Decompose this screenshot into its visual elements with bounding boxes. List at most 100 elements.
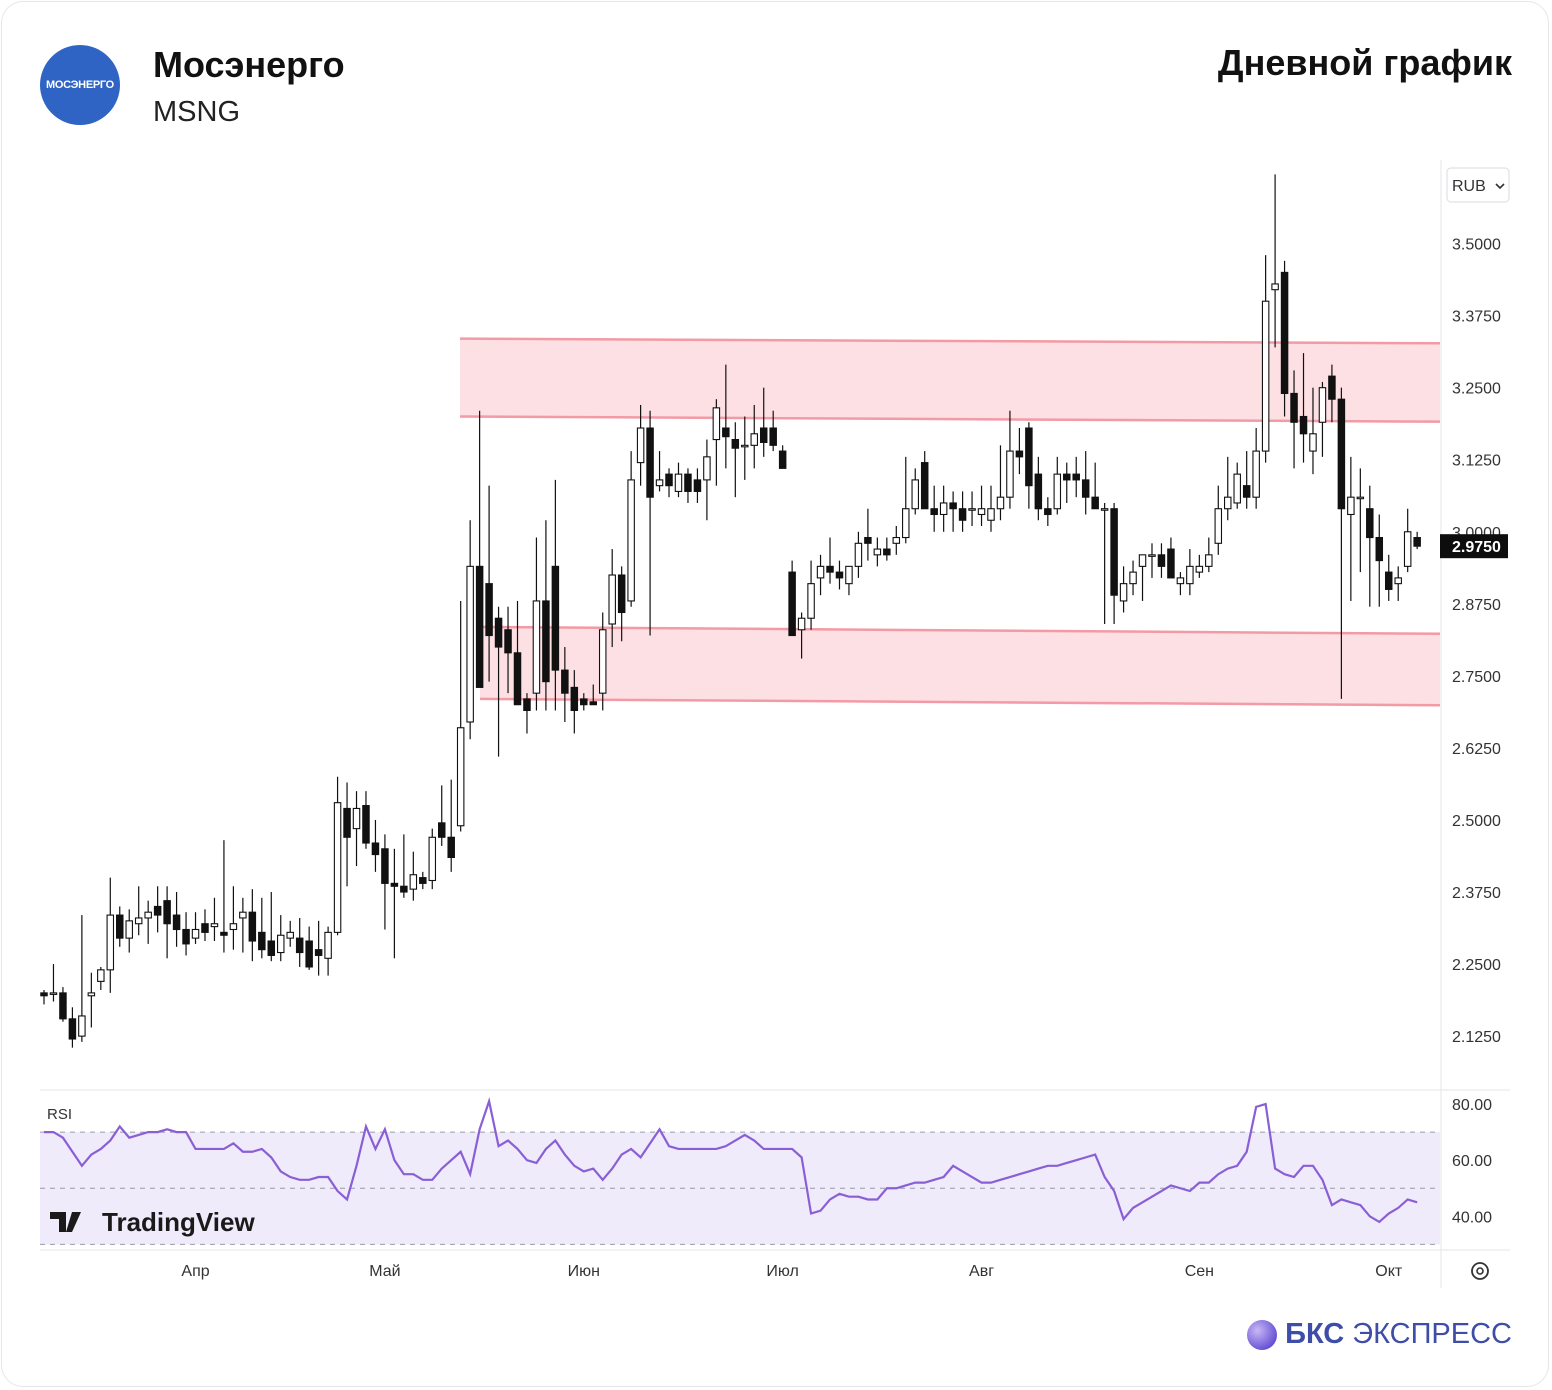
candle-body-down — [693, 479, 702, 492]
candle — [873, 537, 882, 567]
candle — [769, 410, 777, 452]
candle-body-up — [816, 565, 825, 579]
candle-body-up — [873, 548, 882, 556]
company-logo: МОСЭНЕРГО — [40, 45, 120, 125]
time-tick-label: Июн — [568, 1263, 600, 1280]
candle-body-up — [229, 923, 238, 931]
candle — [542, 520, 550, 711]
candle-body-up — [466, 565, 474, 723]
candle — [655, 451, 664, 492]
resistance-zone-top-line — [459, 337, 1441, 345]
currency-select[interactable]: RUB — [1446, 167, 1510, 203]
candle-body-down — [182, 928, 190, 945]
settings-gear-icon[interactable] — [1471, 1262, 1489, 1280]
candle — [182, 912, 190, 956]
candle-body-down — [248, 911, 257, 942]
candle-body-up — [456, 727, 465, 827]
candle-body-down — [1034, 473, 1043, 510]
candle-body-up — [1261, 300, 1270, 452]
candle-body-down — [1328, 375, 1336, 400]
candle-body-up — [1214, 508, 1223, 544]
candle-body-up — [1205, 554, 1213, 567]
candle-body-up — [333, 802, 342, 933]
candle — [494, 606, 503, 757]
candle — [97, 966, 105, 991]
candle — [684, 468, 692, 503]
candle-body-up — [409, 874, 418, 890]
candle-body-up — [1318, 387, 1327, 423]
rsi-tick-label: 60.00 — [1452, 1153, 1492, 1170]
candle — [674, 462, 683, 498]
candle — [1138, 554, 1147, 601]
logo-text: МОСЭНЕРГО — [46, 79, 114, 91]
candle-body-down — [1375, 536, 1384, 562]
candle — [466, 520, 474, 740]
candle — [352, 791, 361, 867]
candle — [949, 491, 957, 532]
candle — [1403, 508, 1412, 573]
candle — [1309, 387, 1317, 475]
candle-body-up — [703, 456, 711, 481]
candle-body-down — [371, 842, 380, 856]
candle-body-down — [475, 565, 484, 688]
candle — [636, 404, 645, 486]
candle — [1063, 462, 1071, 503]
candle-body-down — [153, 905, 162, 916]
candle-body-down — [1072, 473, 1080, 481]
candle-body-up — [627, 479, 635, 602]
candle-body-up — [1006, 450, 1014, 498]
candle-body-up — [1195, 565, 1204, 573]
candle — [78, 915, 86, 1042]
candle-body-up — [191, 928, 200, 939]
candle-body-up — [87, 992, 96, 997]
candle — [1413, 531, 1421, 550]
bks-orb-icon — [1247, 1319, 1278, 1350]
price-tick-label: 2.7500 — [1452, 669, 1501, 686]
candle — [598, 612, 607, 711]
candle — [172, 892, 181, 947]
candle-body-up — [636, 427, 645, 464]
candle-body-down — [930, 508, 938, 516]
company-name: Мосэнерго — [153, 44, 345, 85]
candle-body-down — [617, 574, 626, 614]
candle — [1091, 462, 1099, 510]
candle-body-up — [845, 565, 853, 585]
candle-body-down — [343, 807, 351, 838]
price-tick-label: 3.1250 — [1452, 453, 1501, 470]
candle — [1261, 255, 1270, 463]
candle — [1214, 485, 1223, 555]
candle — [1299, 353, 1308, 463]
zones-layer — [459, 337, 1441, 707]
candle-body-up — [1100, 508, 1109, 511]
support-zone-bottom-line — [479, 697, 1441, 707]
candle-body-down — [1366, 508, 1374, 539]
candle-body-down — [1299, 415, 1308, 435]
tradingview-wordmark: TradingView — [102, 1207, 255, 1237]
candle-body-down — [116, 914, 124, 939]
candle — [276, 915, 285, 962]
candle-body-down — [362, 805, 370, 844]
candle — [902, 456, 910, 544]
time-tick-label: Авг — [969, 1263, 994, 1280]
candle — [371, 819, 380, 872]
candle — [1384, 554, 1393, 601]
candle — [1224, 456, 1232, 521]
candle — [523, 693, 531, 734]
candle-body-down — [447, 836, 455, 858]
candle — [911, 468, 919, 515]
candle-body-up — [902, 508, 910, 539]
candle — [1157, 543, 1166, 578]
candle — [703, 439, 711, 521]
candle-body-down — [163, 900, 171, 925]
candle-body-down — [68, 1018, 77, 1040]
candle — [665, 468, 673, 498]
candle — [1176, 572, 1185, 596]
candle-body-down — [437, 822, 446, 838]
candle-body-down — [949, 502, 957, 510]
last-price-label: 2.9750 — [1452, 539, 1501, 556]
candle-body-up — [741, 444, 749, 448]
candle-body-up — [968, 508, 976, 511]
candle-body-up — [1224, 496, 1232, 510]
support-zone-top-line — [479, 625, 1441, 636]
candle — [759, 387, 768, 457]
